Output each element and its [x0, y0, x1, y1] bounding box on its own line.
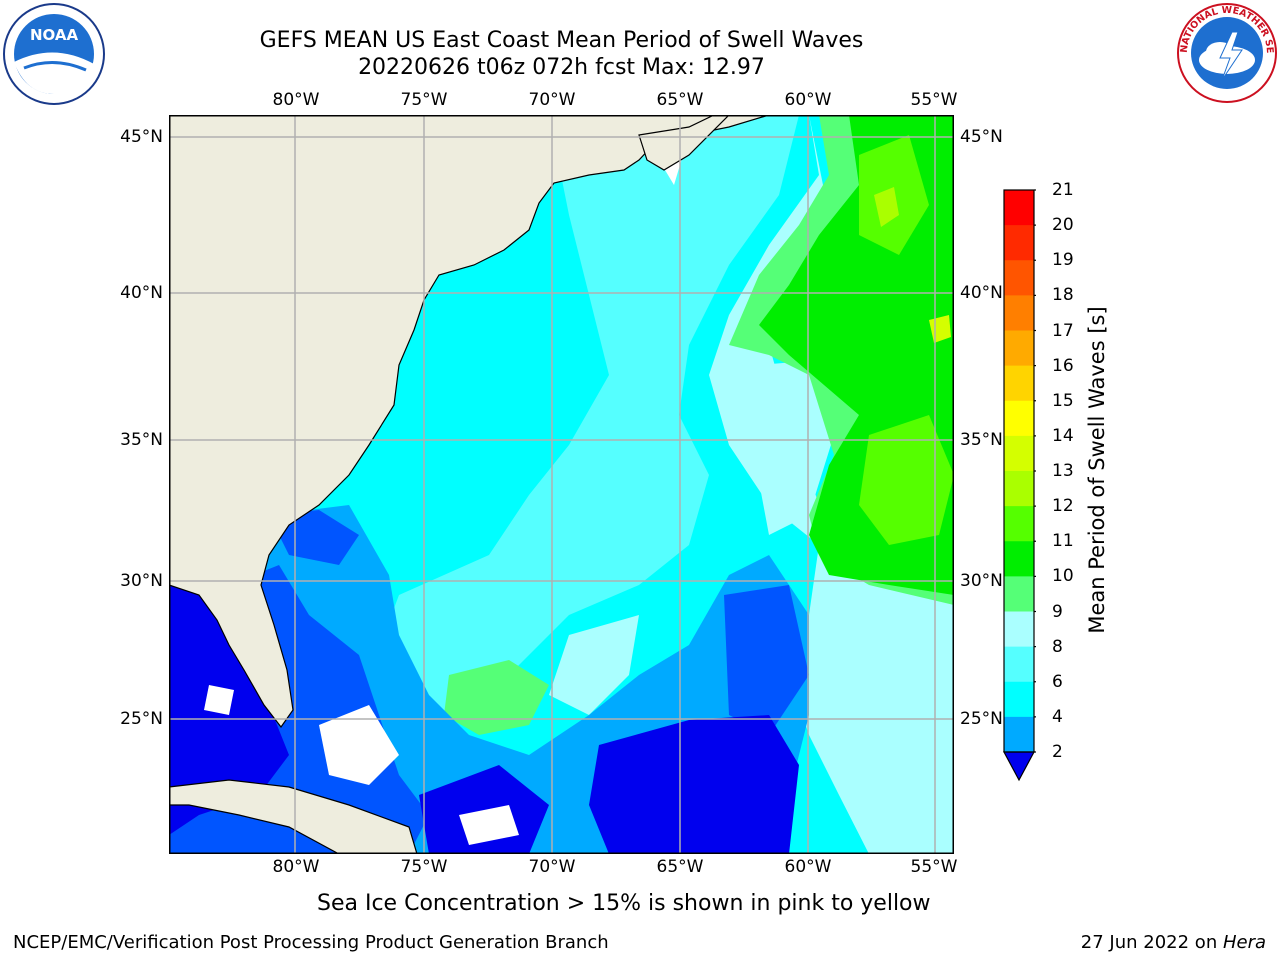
lon-label-top: 60°W — [784, 90, 832, 110]
lat-label-left: 40°N — [120, 283, 163, 303]
colorbar-tick-label: 9 — [1052, 601, 1063, 622]
colorbar-bin — [1004, 506, 1034, 542]
lon-label-bottom: 65°W — [656, 857, 704, 877]
lat-label-right: 30°N — [960, 571, 1003, 591]
colorbar-tick-label: 14 — [1052, 425, 1074, 446]
colorbar-bin — [1004, 435, 1034, 472]
footer-credit: NCEP/EMC/Verification Post Processing Pr… — [13, 932, 609, 953]
lat-label-left: 25°N — [120, 709, 163, 729]
colorbar-tick-label: 21 — [1052, 180, 1074, 200]
colorbar-tick-label: 6 — [1052, 671, 1063, 692]
colorbar-tick-label: 11 — [1052, 531, 1074, 552]
map-title: GEFS MEAN US East Coast Mean Period of S… — [259, 28, 864, 53]
graticule — [169, 115, 954, 854]
colorbar-bin — [1004, 330, 1034, 367]
lat-label-left: 30°N — [120, 571, 163, 591]
footer-date: 27 Jun 2022 on Hera — [1081, 932, 1266, 954]
lat-label-right: 40°N — [960, 283, 1003, 303]
colorbar-tick-label: 10 — [1052, 566, 1074, 587]
lat-label-left: 45°N — [120, 127, 163, 147]
nodata-bahamas — [319, 705, 399, 785]
colorbar-extend-arrow — [1002, 751, 1036, 782]
map-frame — [169, 115, 954, 854]
colorbar-bin — [1004, 190, 1034, 226]
colorbar-tick-label: 13 — [1052, 461, 1074, 481]
footer-date-text: 27 Jun 2022 on — [1080, 932, 1223, 953]
colorbar-tick-label: 2 — [1052, 742, 1063, 762]
colorbar-tick-label: 18 — [1052, 285, 1074, 306]
swell-band-8-9-south — [549, 615, 639, 715]
colorbar-bin — [1004, 646, 1034, 683]
noaa-logo-text: NOAA — [30, 26, 79, 44]
colorbar-bin — [1004, 681, 1034, 718]
lon-label-top: 80°W — [272, 90, 320, 110]
colorbar-bin — [1004, 541, 1034, 577]
nodata-hispaniola — [459, 805, 519, 845]
lon-label-top: 75°W — [400, 90, 448, 110]
lon-label-top: 70°W — [528, 90, 576, 110]
map-canvas — [169, 115, 954, 854]
colorbar-bin — [1004, 611, 1034, 648]
lon-label-bottom: 80°W — [272, 857, 320, 877]
colorbar-tick-label: 8 — [1052, 636, 1063, 657]
colorbar-tick-label: 19 — [1052, 250, 1074, 271]
lat-label-right: 45°N — [960, 127, 1003, 147]
swell-patch-9-10-south — [444, 660, 549, 735]
nws-logo-icon: NATIONAL WEATHER SERVICE — [1176, 2, 1277, 103]
swell-max-patch — [874, 187, 899, 227]
colorbar-tick-label: 17 — [1052, 320, 1074, 341]
colorbar-bin — [1004, 576, 1034, 612]
colorbar-bin — [1004, 295, 1034, 331]
lon-label-bottom: 55°W — [910, 857, 958, 877]
colorbar — [1002, 188, 1036, 784]
colorbar-tick-label: 16 — [1052, 355, 1074, 376]
nws-logo: NATIONAL WEATHER SERVICE — [1176, 2, 1278, 104]
swell-band-8-9-center — [754, 360, 834, 535]
colorbar-bin — [1004, 471, 1034, 507]
lon-label-bottom: 60°W — [784, 857, 832, 877]
swell-band-2-4-central — [724, 585, 809, 735]
lon-label-top: 65°W — [656, 90, 704, 110]
land-nova-scotia — [638, 115, 730, 171]
lon-label-bottom: 70°W — [528, 857, 576, 877]
lat-label-left: 35°N — [120, 430, 163, 450]
colorbar-bin — [1004, 260, 1034, 296]
sea-ice-caption: Sea Ice Concentration > 15% is shown in … — [317, 891, 931, 916]
lat-label-right: 35°N — [960, 430, 1003, 450]
swell-lowest-south — [589, 715, 799, 854]
colorbar-bin — [1004, 716, 1034, 753]
swell-patch-11-12-east — [859, 415, 954, 545]
colorbar-tick-label: 20 — [1052, 215, 1074, 236]
noaa-logo-icon: NOAA — [3, 3, 105, 105]
noaa-logo: NOAA — [2, 2, 106, 106]
land-cuba — [169, 779, 418, 854]
colorbar-tick-label: 12 — [1052, 496, 1074, 517]
footer-host: Hera — [1222, 932, 1266, 953]
colorbar-bin — [1004, 400, 1034, 437]
swell-band-6-8 — [369, 115, 799, 735]
colorbar-tick-label: 4 — [1052, 706, 1063, 727]
colorbar-tick-label: 15 — [1052, 390, 1074, 411]
colorbar-bin — [1004, 365, 1034, 402]
colorbar-graphic — [1002, 189, 1036, 782]
map-panel — [169, 115, 954, 854]
lon-label-bottom: 75°W — [400, 857, 448, 877]
colorbar-bin — [1004, 225, 1034, 261]
land-north-america — [169, 115, 770, 729]
lat-label-right: 25°N — [960, 709, 1003, 729]
map-subtitle: 20220626 t06z 072h fcst Max: 12.97 — [358, 55, 765, 80]
lon-label-top: 55°W — [910, 90, 958, 110]
nodata-patch — [204, 685, 234, 715]
colorbar-title: Mean Period of Swell Waves [s] — [1085, 306, 1109, 634]
